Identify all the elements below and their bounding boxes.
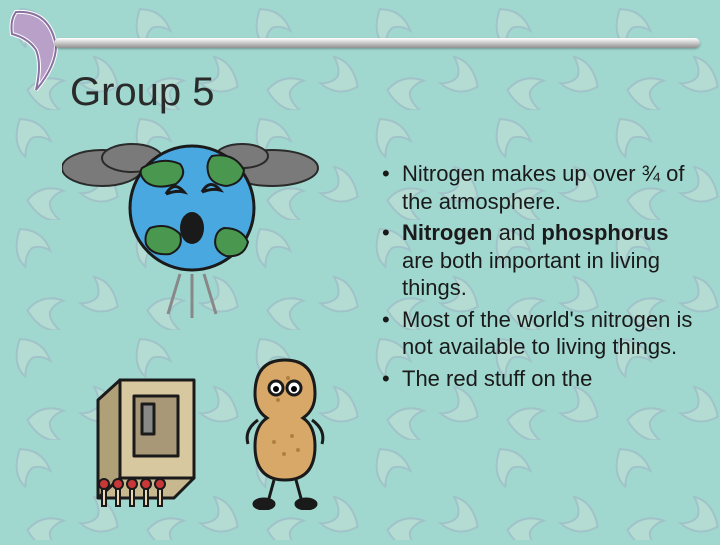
- peanut-clipart-icon: [230, 350, 340, 510]
- bullet-text: The red stuff on the: [402, 366, 592, 391]
- bullet-item: Nitrogen and phosphorus are both importa…: [380, 219, 700, 302]
- bullet-item: Nitrogen makes up over ¾ of the atmosphe…: [380, 160, 700, 215]
- bullet-text: Nitrogen makes up over ¾ of the atmosphe…: [402, 161, 684, 214]
- corner-boomerang-icon: [6, 6, 66, 96]
- bullet-item: The red stuff on the: [380, 365, 700, 393]
- matchbox-clipart-icon: [80, 340, 210, 510]
- title-separator-bar: [54, 38, 700, 48]
- bullet-item: Most of the world's nitrogen is not avai…: [380, 306, 700, 361]
- earth-clipart-icon: [62, 128, 322, 328]
- bullet-bold: phosphorus: [541, 220, 668, 245]
- bullet-text: Most of the world's nitrogen is not avai…: [402, 307, 692, 360]
- slide-title: Group 5: [70, 70, 215, 115]
- bullet-text: are both important in living things.: [402, 248, 660, 301]
- bullet-bold: Nitrogen: [402, 220, 492, 245]
- bullet-list: Nitrogen makes up over ¾ of the atmosphe…: [380, 160, 700, 396]
- bullet-text: and: [492, 220, 541, 245]
